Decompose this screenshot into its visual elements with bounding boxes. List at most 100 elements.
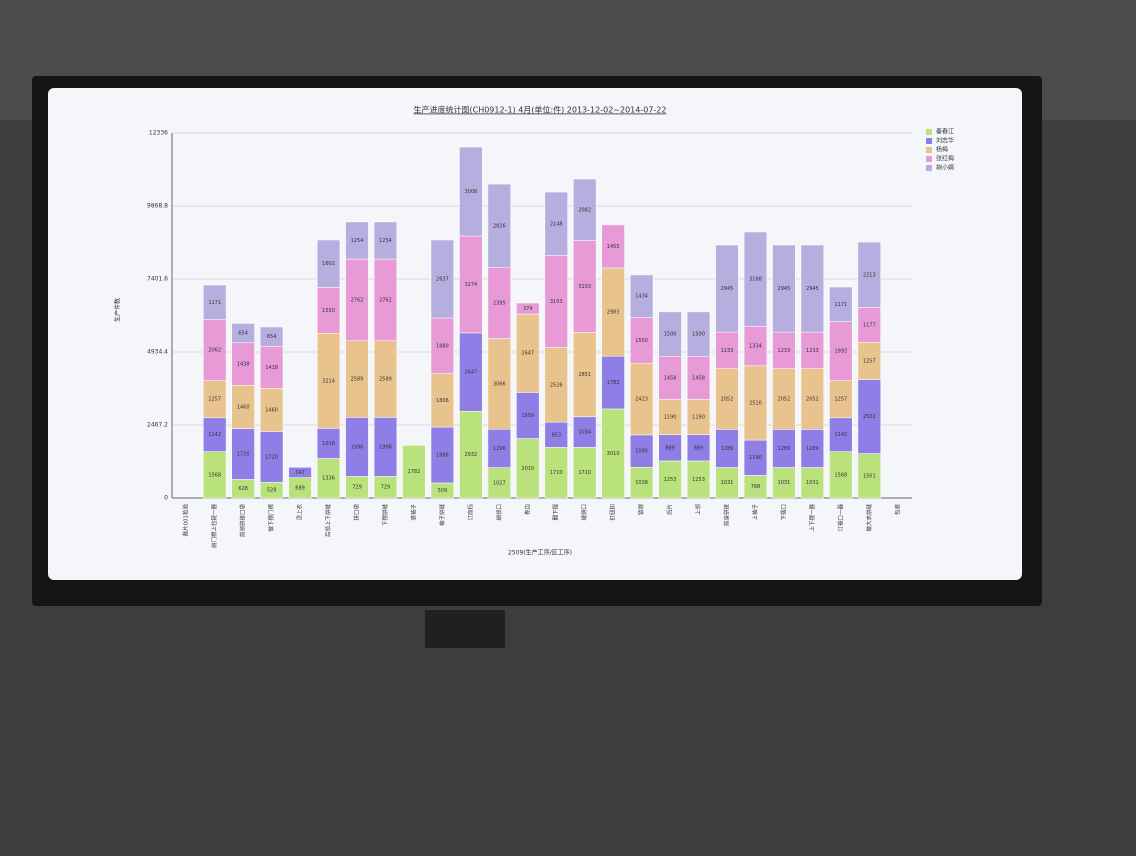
segment-label: 2510 [749,400,762,406]
y-tick-label: 4934.4 [147,349,168,356]
segment-label: 1710 [550,470,563,476]
segment-label: 3103 [550,299,563,305]
segment-label: 1190 [692,415,705,421]
x-tick-label: 袖子拼缝 [438,504,446,527]
segment-label: 2502 [863,414,876,420]
segment-label: 1710 [578,470,591,476]
bar-segment [288,467,312,478]
x-tick-label: 上袖子 [751,504,759,521]
segment-label: 2395 [493,301,506,307]
segment-label: 1434 [635,294,648,300]
segment-label: 1233 [778,348,791,354]
segment-label: 654 [238,331,248,337]
segment-label: 2062 [208,348,221,354]
x-tick-label: 订袖口一器 [836,504,844,532]
x-tick-label: 锁眼 [637,504,645,516]
x-tick-label: 前身拼接 [723,504,731,527]
segment-label: 1253 [692,477,705,483]
segment-label: 2945 [806,286,819,292]
segment-label: 1460 [237,404,250,410]
segment-label: 2052 [778,396,791,402]
x-tick-label: 下摆口 [779,504,787,521]
bar-segment [573,178,597,241]
segment-label: 1142 [208,432,221,438]
segment-label: 2983 [607,310,620,316]
bar-segment [629,274,654,318]
x-tick-label: 钉纽扣 [609,504,617,521]
segment-label: 2148 [550,221,563,227]
x-tick-label: 绱领口 [495,504,503,521]
segment-label: 1559 [521,413,534,419]
segment-label: 1418 [265,365,278,371]
x-tick-label: 后片 [666,504,674,515]
segment-label: 889 [665,445,675,451]
x-tick-label: 包装 [893,504,901,516]
bar-segment [345,221,369,260]
bar-segment [857,241,881,308]
legend-label: 杨梅 [936,146,948,154]
x-tick-label: 拼口袋 [353,504,361,521]
segment-label: 1336 [322,476,335,482]
segment-label: 1880 [436,343,449,349]
segment-label: 853 [551,432,561,438]
chart-title: 生产进度统计图(CH0912-1) 4月(单位:件) 2013-12-02~20… [414,105,667,115]
bar-segment [402,445,426,499]
bar-segment [459,146,483,237]
segment-label: 2010 [521,466,534,472]
segment-label: 1254 [379,238,392,244]
segment-label: 1458 [664,375,677,381]
segment-label: 1602 [322,261,335,267]
segment-label: 3274 [464,282,477,288]
bar-segment [259,326,284,347]
bar-segment [231,323,255,344]
x-tick-label: 装袖子 [409,504,417,521]
x-tick-label: 后领上下拼缝 [324,504,332,538]
legend-swatch [926,129,932,135]
bar-segment [686,311,711,357]
segment-label: 2589 [351,377,364,383]
x-tick-label: 裁片001检验 [182,504,190,537]
segment-label: 889 [694,445,704,451]
segment-label: 2826 [493,223,506,229]
segment-label: 1720 [265,454,278,460]
bar-segment [601,224,625,269]
legend-swatch [926,156,932,162]
segment-label: 2762 [351,297,364,303]
bar-segment [544,191,568,256]
segment-label: 654 [267,334,277,340]
segment-label: 1996 [351,444,364,450]
segment-label: 1233 [721,348,734,354]
segment-label: 729 [352,485,362,491]
segment-label: 1027 [493,480,506,486]
x-axis-title: 2509(生产工序/区工序) [508,549,572,557]
x-tick-label: 缝侧口 [580,504,588,521]
x-tick-label: 上下摆一器 [808,504,816,532]
segment-label: 1031 [721,480,734,486]
x-tick-label: 前门襟上拉链一器 [210,504,218,549]
segment-label: 1289 [806,446,819,452]
segment-label: 1334 [749,344,762,350]
bar-segment [373,221,398,260]
segment-label: 2589 [379,377,392,383]
segment-label: 1550 [635,338,648,344]
segment-label: 1190 [749,455,762,461]
segment-label: 1253 [664,477,677,483]
segment-label: 374 [523,306,533,312]
x-tick-label: 前领拼接口袋 [239,504,247,538]
segment-label: 347 [295,470,305,476]
segment-label: 1296 [493,446,506,452]
segment-label: 768 [751,484,761,490]
y-tick-label: 2467.2 [147,422,168,429]
y-tick-label: 0 [164,495,168,502]
segment-label: 3010 [607,451,620,457]
segment-label: 509 [438,488,448,494]
segment-label: 2647 [464,370,477,376]
x-tick-label: 翻下摆 [552,504,560,521]
x-tick-label: 下摆拼缝 [381,504,389,527]
segment-label: 1806 [436,398,449,404]
x-tick-label: 做下摆门襟 [267,504,275,532]
segment-label: 3066 [493,381,506,387]
segment-label: 1289 [721,446,734,452]
segment-label: 1720 [237,451,250,457]
